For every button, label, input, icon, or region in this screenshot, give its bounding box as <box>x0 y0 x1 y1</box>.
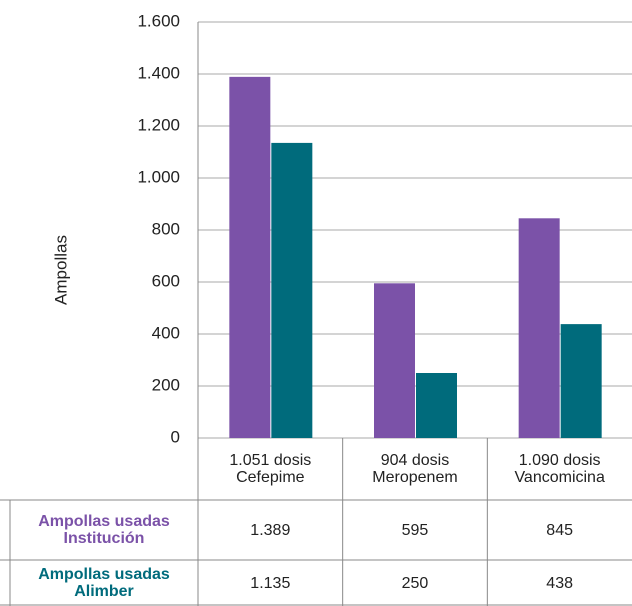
y-tick-label: 0 <box>171 427 180 446</box>
legend-label: Ampollas usadas Alimber <box>38 566 170 600</box>
y-tick-label: 800 <box>152 219 180 238</box>
table-value: 1.389 <box>250 521 291 539</box>
y-tick-label: 400 <box>152 323 180 342</box>
x-tick-label: 1.090 dosis Vancomicina <box>514 452 605 486</box>
bar <box>560 324 602 438</box>
bar <box>416 373 457 438</box>
y-tick-label: 1.200 <box>137 115 180 134</box>
bar <box>229 76 271 439</box>
x-tick-label: 904 dosis Meropenem <box>372 452 458 486</box>
table-value: 845 <box>546 521 573 539</box>
bar <box>271 142 313 438</box>
table-value: 1.135 <box>250 574 291 592</box>
table-value: 595 <box>401 521 429 539</box>
table-value: 438 <box>546 574 573 592</box>
bar <box>374 283 415 438</box>
y-tick-label: 1.000 <box>137 167 180 186</box>
x-tick-label: 1.051 dosis Cefepime <box>229 452 312 486</box>
y-axis-label: Ampollas <box>51 235 70 305</box>
y-tick-label: 1.600 <box>137 11 180 30</box>
table-value: 250 <box>401 574 429 592</box>
y-tick-label: 600 <box>152 271 180 290</box>
legend-label: Ampollas usadas Institución <box>38 513 170 547</box>
y-tick-label: 200 <box>152 375 180 394</box>
bar <box>518 218 560 438</box>
y-tick-label: 1.400 <box>137 63 180 82</box>
